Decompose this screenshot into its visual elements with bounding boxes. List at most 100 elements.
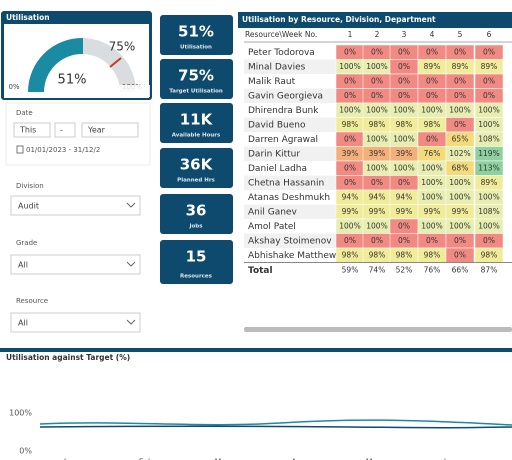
cell-value: 0% — [454, 47, 466, 56]
resource-name[interactable]: Daniel Ladha — [248, 164, 307, 174]
x-label: May — [366, 458, 383, 460]
target-chart-title: Utilisation against Target (%) — [6, 353, 130, 362]
cell-value: 100% — [478, 221, 499, 230]
scrollbar[interactable] — [244, 327, 512, 332]
resource-name[interactable]: Akshay Stoimenov — [248, 236, 332, 246]
resource-name[interactable]: Abhishake Matthews — [248, 251, 341, 261]
cell-value: 98% — [424, 250, 441, 259]
resource-name[interactable]: David Bueno — [248, 120, 306, 130]
cell-value: 100% — [449, 192, 470, 201]
cell-value: 100% — [366, 105, 387, 114]
chevron — [126, 202, 136, 208]
cell-value: 100% — [449, 221, 470, 230]
cell-value: 100% — [478, 192, 499, 201]
cell-value: 0% — [344, 134, 356, 143]
division-dropdown[interactable] — [10, 195, 141, 216]
cell-value: 0% — [483, 76, 495, 85]
cell-value: 0% — [371, 91, 383, 100]
resource-name[interactable]: Minal Davies — [248, 62, 306, 72]
matrix-header: 4 — [430, 30, 435, 39]
row-band — [244, 204, 338, 219]
cell-value: 100% — [421, 163, 442, 172]
cell-value: 0% — [454, 91, 466, 100]
target-line — [39, 425, 512, 429]
resource-dropdown[interactable] — [10, 312, 141, 333]
resource-name[interactable]: Darren Agrawal — [248, 135, 318, 145]
cell-value: 39% — [369, 149, 386, 158]
resource-name[interactable]: Chetna Hassanin — [248, 178, 324, 188]
visual-header-icons[interactable] — [102, 85, 150, 97]
cell-value: 108% — [478, 134, 499, 143]
chart-top-bar — [0, 348, 512, 352]
cell-value: 0% — [483, 47, 495, 56]
matrix-header: 1 — [348, 30, 353, 39]
kpi-card — [160, 148, 233, 188]
gauge-title: Utilisation — [6, 13, 50, 22]
resource-name[interactable]: Dhirendra Bunk — [248, 106, 319, 116]
cell-value: 39% — [342, 149, 359, 158]
cell-value: 0% — [371, 236, 383, 245]
cell-value: 100% — [478, 105, 499, 114]
resource-name[interactable]: Amol Patel — [248, 222, 296, 232]
cell-value: 94% — [369, 192, 386, 201]
calendar-icon[interactable] — [16, 145, 24, 154]
row-band — [244, 146, 338, 161]
cell-value: 0% — [426, 134, 438, 143]
cell-value: 0% — [454, 250, 466, 259]
cell-value: 108% — [478, 207, 499, 216]
cell-value: 39% — [396, 149, 413, 158]
resource-name[interactable]: Anil Ganev — [248, 207, 297, 217]
kpi-label: Resources — [180, 274, 213, 280]
kpi-value: 51% — [178, 23, 214, 41]
resource-name[interactable]: Malik Raut — [248, 77, 296, 87]
cell-value: 0% — [398, 178, 410, 187]
row-band — [244, 59, 338, 74]
cell-value: 0% — [454, 120, 466, 129]
x-label: Jun — [443, 458, 457, 460]
resource-name[interactable]: Darin Kittur — [248, 149, 300, 159]
gauge-min: 0% — [8, 83, 19, 91]
relative-dropdown[interactable] — [13, 122, 51, 138]
cell-value: 99% — [396, 207, 413, 216]
grade-dropdown[interactable] — [10, 254, 141, 275]
cell-value: 99% — [452, 207, 469, 216]
cell-value: 0% — [483, 236, 495, 245]
unit-value: Year — [87, 126, 106, 135]
cell-value: 98% — [396, 250, 413, 259]
cell-value: 0% — [426, 47, 438, 56]
kpi-value: 36K — [180, 156, 214, 174]
cell-value: 89% — [424, 62, 441, 71]
cell-value: 0% — [398, 91, 410, 100]
cell-value: 99% — [369, 207, 386, 216]
resource-name[interactable]: Atanas Deshmukh — [248, 193, 330, 203]
cell-value: 98% — [481, 250, 498, 259]
unit-dropdown[interactable] — [81, 122, 139, 138]
cell-value: 98% — [396, 120, 413, 129]
kpi-card — [160, 59, 233, 99]
cell-value: 98% — [342, 250, 359, 259]
utilisation-line — [39, 419, 512, 426]
y-label: 0% — [19, 447, 32, 456]
resource-name[interactable]: Peter Todorova — [248, 48, 315, 58]
amount-value: - — [60, 126, 63, 135]
cell-value: 113% — [478, 163, 499, 172]
x-label: Mar — [214, 458, 230, 460]
cell-value: 0% — [426, 236, 438, 245]
row-band — [244, 117, 338, 132]
chevron — [126, 319, 136, 325]
matrix-header: 6 — [487, 30, 492, 39]
amount-input[interactable] — [54, 122, 76, 138]
cell-value: 0% — [426, 76, 438, 85]
total-value: 87% — [481, 266, 498, 275]
cell-value: 100% — [478, 120, 499, 129]
resource-name[interactable]: Gavin Georgieva — [248, 91, 323, 101]
cell-value: 100% — [339, 105, 360, 114]
cell-value: 0% — [398, 236, 410, 245]
kpi-card — [160, 194, 233, 234]
x-label: Feb — [139, 458, 153, 460]
total-value: 76% — [424, 266, 441, 275]
cell-value: 100% — [421, 192, 442, 201]
resource-value: All — [18, 319, 28, 328]
